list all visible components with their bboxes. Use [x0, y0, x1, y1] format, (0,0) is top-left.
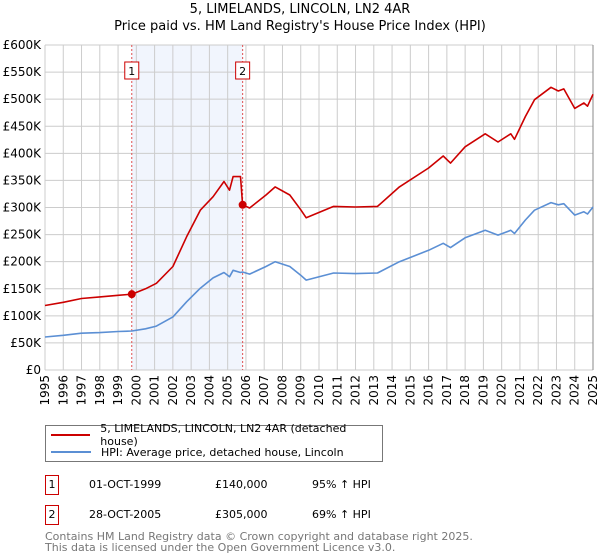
x-tick-label: 2022: [531, 375, 545, 406]
x-tick-label: 2008: [275, 375, 289, 406]
x-tick-label: 2019: [476, 375, 490, 406]
y-tick-label: £600K: [3, 38, 43, 52]
y-axis: £0 £50K £100K £150K £200K £250K £300K £350K £400…: [3, 38, 43, 377]
y-tick-label: £0: [26, 363, 41, 377]
x-tick-label: 2023: [549, 375, 563, 406]
sale-hpi: 69% ↑ HPI: [312, 508, 371, 521]
y-tick-label: £200K: [3, 255, 43, 269]
x-tick-label: 2009: [294, 375, 308, 406]
x-tick-label: 2021: [513, 375, 527, 406]
x-tick-label: 1996: [56, 375, 70, 406]
sale-badge-box: [124, 61, 140, 80]
sale-price: £305,000: [215, 508, 268, 521]
y-tick-label: £300K: [3, 201, 43, 215]
legend-swatch-blue: [51, 451, 91, 453]
footer-licence: This data is licensed under the Open Gov…: [45, 541, 396, 554]
x-tick-label: 2007: [257, 375, 271, 406]
grid: [44, 44, 594, 371]
y-tick-label: £400K: [3, 146, 43, 160]
x-tick-label: 2013: [367, 375, 381, 406]
x-tick-label: 2011: [330, 375, 344, 406]
x-tick-label: 2000: [129, 375, 143, 406]
y-tick-label: £550K: [3, 65, 43, 79]
x-tick-label: 2012: [349, 375, 363, 406]
x-tick-label: 2005: [221, 375, 235, 406]
sale-row: 1 01-OCT-1999 £140,000 95% ↑ HPI: [45, 475, 545, 495]
sale-badge-label: 1: [128, 65, 135, 78]
legend: 5, LIMELANDS, LINCOLN, LN2 4AR (detached…: [45, 422, 383, 462]
sale-date: 01-OCT-1999: [89, 478, 162, 491]
footer-copyright: Contains HM Land Registry data © Crown c…: [45, 530, 473, 543]
x-tick-label: 2003: [184, 375, 198, 406]
sale-badge-label: 2: [239, 65, 246, 78]
legend-item-hpi: HPI: Average price, detached house, Linc…: [46, 444, 344, 460]
series-line: [44, 86, 594, 307]
x-tick-label: 2025: [586, 375, 600, 406]
legend-label: 5, LIMELANDS, LINCOLN, LN2 4AR (detached…: [100, 422, 347, 448]
y-tick-label: £500K: [3, 92, 43, 106]
legend-label: HPI: Average price, detached house, Linc…: [101, 445, 344, 459]
chart-title: 5, LIMELANDS, LINCOLN, LN2 4AR: [189, 2, 411, 17]
x-tick-label: 1998: [93, 375, 107, 406]
legend-item-property: 5, LIMELANDS, LINCOLN, LN2 4AR (detached…: [46, 422, 382, 448]
footer: Contains HM Land Registry data © Crown c…: [45, 531, 473, 553]
x-tick-label: 2010: [312, 375, 326, 406]
sale-price: £140,000: [215, 478, 268, 491]
sale-hpi: 95% ↑ HPI: [312, 478, 371, 491]
series-line: [44, 201, 594, 338]
y-tick-label: £450K: [3, 119, 43, 133]
sale-badge: 1: [45, 475, 59, 495]
sale-badge: 2: [45, 505, 59, 525]
plot-area: 1995 1996 1997 1998 1999 2000 2001 2002 2003 2004…: [3, 38, 600, 406]
x-tick-label: 1997: [75, 375, 89, 406]
x-tick-label: 2002: [166, 375, 180, 406]
y-tick-label: £100K: [3, 309, 43, 323]
y-tick-label: £250K: [3, 228, 43, 242]
x-tick-label: 2018: [458, 375, 472, 406]
sale-date: 28-OCT-2005: [89, 508, 162, 521]
sale-row: 2 28-OCT-2005 £305,000 69% ↑ HPI: [45, 505, 545, 525]
y-tick-label: £350K: [3, 173, 43, 187]
x-tick-label: 2001: [148, 375, 162, 406]
x-tick-label: 1995: [38, 375, 52, 406]
y-tick-label: £50K: [10, 336, 42, 350]
sale-badge-box: [235, 61, 251, 80]
x-tick-label: 2024: [568, 375, 582, 406]
y-tick-label: £150K: [3, 282, 43, 296]
x-tick-label: 2016: [422, 375, 436, 406]
x-tick-label: 2015: [403, 375, 417, 406]
chart-subtitle: Price paid vs. HM Land Registry's House …: [114, 19, 486, 34]
x-tick-label: 2020: [495, 375, 509, 406]
x-tick-label: 2017: [440, 375, 454, 406]
x-tick-label: 1999: [111, 375, 125, 406]
x-tick-label: 2006: [239, 375, 253, 406]
legend-swatch-red: [51, 434, 91, 436]
sale-point: [127, 290, 136, 299]
sale-point: [238, 200, 247, 209]
series-lines: [44, 86, 594, 338]
x-axis: 1995 1996 1997 1998 1999 2000 2001 2002 2003 2004…: [38, 375, 600, 406]
x-tick-label: 2004: [202, 375, 216, 406]
x-tick-label: 2014: [385, 375, 399, 406]
